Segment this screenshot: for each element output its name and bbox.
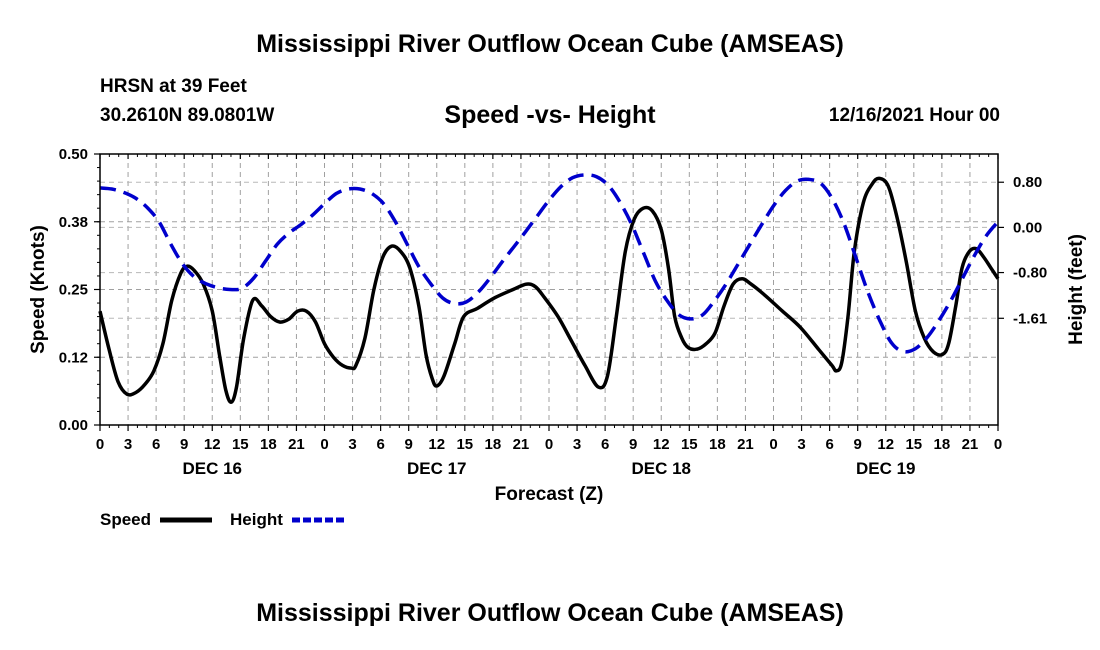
x-axis-label: Forecast (Z): [495, 484, 604, 505]
x-tick-label: 12: [653, 436, 670, 453]
y-tick-label: 0.25: [59, 282, 88, 299]
x-tick-label: 15: [905, 436, 922, 453]
y2-tick-label: 0.00: [1013, 219, 1042, 236]
x-tick-label: 21: [737, 436, 754, 453]
day-label: DEC 16: [182, 459, 242, 478]
x-tick-label: 3: [124, 436, 132, 453]
axes: 0 3 6 9 12 15 18 21 0 3 6 9 12 15 18 21 0 3 6 9 12 15 18 21 0 3 6 9…: [59, 146, 1047, 478]
y2-tick-label: -0.80: [1013, 265, 1047, 282]
x-tick-label: 6: [152, 436, 160, 453]
x-tick-label: 0: [320, 436, 328, 453]
y2-tick-label: 0.80: [1013, 174, 1042, 191]
series-layer: [98, 173, 1000, 404]
x-tick-label: 15: [232, 436, 249, 453]
y-tick-label: 0.12: [59, 349, 88, 366]
coordinates-label: 30.2610N 89.0801W: [100, 105, 275, 126]
footer-title: Mississippi River Outflow Ocean Cube (AM…: [256, 599, 844, 627]
x-tick-label: 6: [825, 436, 833, 453]
grid: [100, 154, 998, 425]
day-label: DEC 17: [407, 459, 467, 478]
legend-label-speed: Speed: [100, 510, 151, 529]
x-tick-label: 0: [96, 436, 104, 453]
chart-title: Mississippi River Outflow Ocean Cube (AM…: [256, 30, 844, 58]
y2-tick-label: -1.61: [1013, 310, 1047, 327]
station-label: HRSN at 39 Feet: [100, 76, 247, 97]
y-axis-label: Speed (Knots): [28, 225, 49, 354]
x-tick-label: 15: [456, 436, 473, 453]
x-tick-label: 0: [994, 436, 1002, 453]
x-tick-label: 6: [601, 436, 609, 453]
x-tick-label: 12: [204, 436, 221, 453]
y-tick-label: 0.38: [59, 214, 88, 231]
x-tick-label: 9: [180, 436, 188, 453]
x-tick-label: 21: [962, 436, 979, 453]
x-tick-label: 0: [545, 436, 553, 453]
x-tick-label: 9: [405, 436, 413, 453]
x-tick-label: 18: [260, 436, 277, 453]
x-tick-label: 12: [877, 436, 894, 453]
x-tick-label: 18: [485, 436, 502, 453]
y-tick-label: 0.00: [59, 417, 88, 434]
legend: Speed Height: [100, 510, 344, 529]
chart-subtitle: Speed -vs- Height: [444, 101, 656, 129]
x-tick-label: 21: [288, 436, 305, 453]
series-line-speed: [98, 176, 1000, 404]
x-tick-label: 0: [769, 436, 777, 453]
x-tick-label: 12: [428, 436, 445, 453]
x-tick-label: 9: [629, 436, 637, 453]
day-label: DEC 18: [631, 459, 691, 478]
x-tick-label: 21: [513, 436, 530, 453]
x-tick-label: 18: [709, 436, 726, 453]
x-tick-label: 3: [797, 436, 805, 453]
x-tick-label: 6: [376, 436, 384, 453]
y-tick-label: 0.50: [59, 146, 88, 163]
x-tick-label: 15: [681, 436, 698, 453]
x-tick-label: 3: [348, 436, 356, 453]
y2-axis-label: Height (feet): [1066, 234, 1087, 345]
x-tick-label: 18: [934, 436, 951, 453]
series-line-height: [99, 173, 1000, 354]
forecast-datestamp: 12/16/2021 Hour 00: [828, 105, 1000, 126]
legend-label-height: Height: [230, 510, 283, 529]
day-label: DEC 19: [856, 459, 916, 478]
x-tick-label: 9: [854, 436, 862, 453]
x-tick-label: 3: [573, 436, 581, 453]
